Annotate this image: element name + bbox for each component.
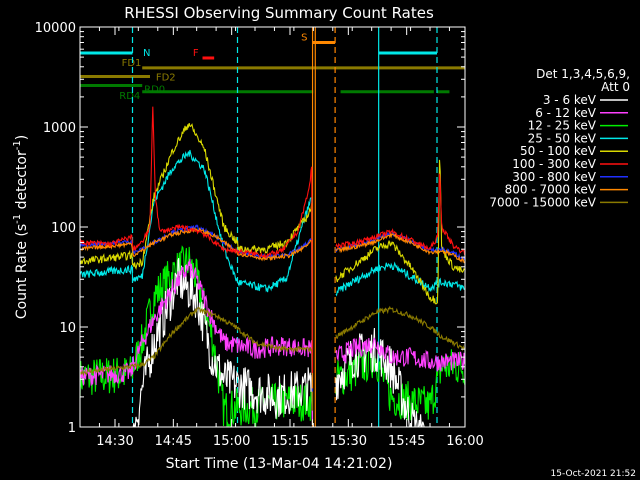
flag-label-fd2: FD2 bbox=[156, 72, 176, 83]
chart-title: RHESSI Observing Summary Count Rates bbox=[124, 4, 434, 22]
series-line-25-50- bbox=[335, 261, 465, 297]
series-line-6-12- bbox=[335, 337, 466, 372]
y-axis-label: Count Rate (s-1 detector-1) bbox=[12, 135, 30, 319]
legend-label: 12 - 25 keV bbox=[528, 119, 597, 133]
x-tick-label: 15:30 bbox=[330, 434, 367, 449]
y-tick-label: 1000 bbox=[43, 121, 76, 136]
x-axis-ticks: 14:30 14:45 15:00 15:15 15:30 15:45 16:00 bbox=[79, 27, 484, 449]
legend-label: 6 - 12 keV bbox=[535, 106, 597, 120]
flag-label-s: S bbox=[301, 32, 307, 43]
legend-label: 25 - 50 keV bbox=[528, 131, 597, 145]
x-tick-label: 14:30 bbox=[96, 434, 133, 449]
y-tick-label: 10 bbox=[59, 321, 76, 336]
series-line-800-7000- bbox=[79, 226, 313, 389]
legend-label: 800 - 7000 keV bbox=[505, 183, 597, 197]
series-line-6-12- bbox=[79, 258, 313, 420]
legend-label: 3 - 6 keV bbox=[543, 93, 597, 107]
legend-label: 100 - 300 keV bbox=[512, 157, 596, 171]
flag-bars: N S F FD1 FD2 RD0 RD4 bbox=[80, 32, 465, 102]
series-line-100-300- bbox=[335, 173, 466, 256]
y-tick-label: 1 bbox=[68, 421, 76, 436]
y-tick-label: 10000 bbox=[35, 21, 76, 36]
legend-label: 50 - 100 keV bbox=[520, 144, 597, 158]
legend-header-line2: Att 0 bbox=[601, 80, 630, 94]
y-label-sup2: -1 bbox=[12, 140, 23, 150]
series-line-800-7000- bbox=[335, 231, 466, 264]
flag-label-fd1: FD1 bbox=[122, 58, 142, 69]
series-line-50-100- bbox=[79, 122, 313, 383]
x-tick-label: 16:00 bbox=[446, 434, 483, 449]
x-tick-label: 15:15 bbox=[271, 434, 308, 449]
y-label-sup1: -1 bbox=[12, 214, 23, 224]
y-tick-label: 100 bbox=[51, 221, 76, 236]
flag-label-f: F bbox=[193, 48, 199, 59]
flag-label-rd0: RD0 bbox=[144, 85, 165, 96]
x-tick-label: 15:45 bbox=[388, 434, 425, 449]
legend-label: 7000 - 15000 keV bbox=[489, 195, 596, 209]
series-line-25-50- bbox=[79, 149, 313, 379]
x-tick-label: 15:00 bbox=[213, 434, 250, 449]
y-axis-ticks: 1 10 100 1000 10000 bbox=[35, 21, 465, 436]
flag-label-rd4: RD4 bbox=[119, 91, 140, 102]
legend-header-line1: Det 1,3,4,5,6,9, bbox=[536, 67, 630, 81]
y-label-end: ) bbox=[14, 135, 30, 140]
legend-label: 300 - 800 keV bbox=[512, 170, 596, 184]
y-label-main: Count Rate (s bbox=[14, 224, 30, 319]
series-line-100-300- bbox=[79, 106, 313, 374]
x-tick-label: 14:45 bbox=[155, 434, 192, 449]
x-axis-label: Start Time (13-Mar-04 14:21:02) bbox=[166, 456, 393, 472]
footer-date: 15-Oct-2021 21:52 bbox=[551, 469, 636, 479]
series-line-7000-15000- bbox=[335, 305, 466, 352]
series-curves bbox=[79, 106, 466, 428]
y-label-mid: detector bbox=[14, 150, 30, 214]
flag-label-n: N bbox=[143, 48, 150, 59]
series-line-7000-15000- bbox=[79, 306, 313, 411]
